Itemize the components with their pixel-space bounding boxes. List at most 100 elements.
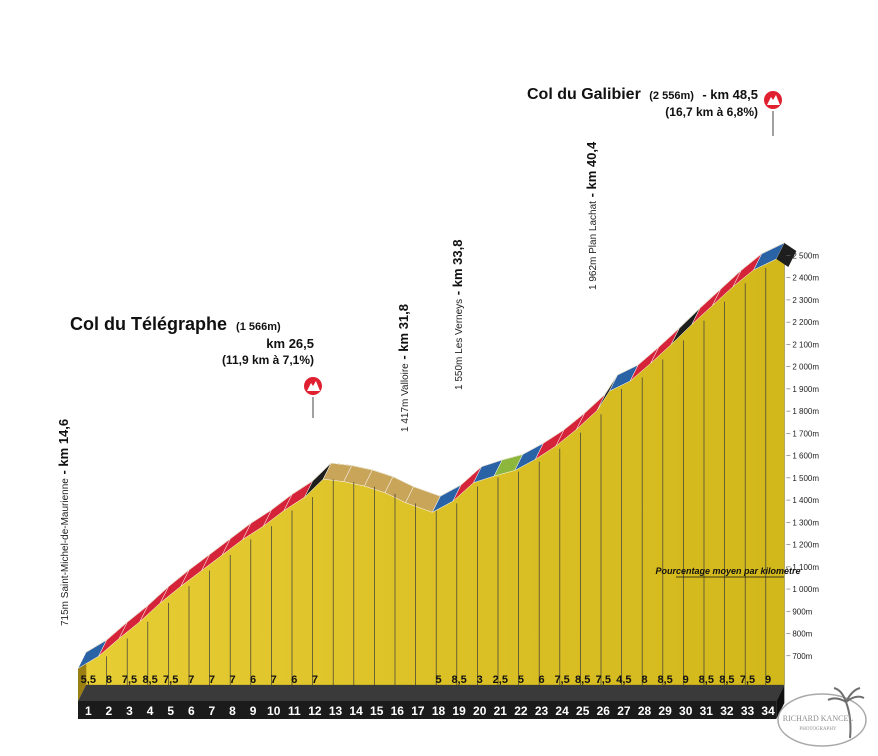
km-label: 18 [432, 704, 446, 718]
km-label: 19 [452, 704, 466, 718]
altitude-tick-label: 2 500m [792, 251, 819, 260]
waypoint-plan-lachat: 1 962m Plan Lachat - km 40,4 [584, 141, 599, 290]
altitude-tick-label: 1 100m [792, 563, 819, 572]
gradient-label: 9 [765, 674, 771, 686]
km-label: 15 [370, 704, 384, 718]
altitude-tick-label: 1 200m [792, 541, 819, 550]
km-label: 25 [576, 704, 590, 718]
km-label: 8 [229, 704, 236, 718]
summit-telegraphe-km: km 26,5 [266, 336, 314, 351]
svg-text:Col du Galibier (2 556m): Col du Galibier (2 556m) - km 48,5 [527, 86, 758, 103]
summit-telegraphe-stats: (11,9 km à 7,1%) [222, 353, 314, 367]
gradient-label: 7,5 [596, 674, 611, 686]
summit-galibier-alt: (2 556m) [649, 90, 694, 102]
altitude-tick-label: 2 000m [792, 363, 819, 372]
gradient-label: 8,5 [657, 674, 672, 686]
altitude-tick-label: 1 700m [792, 429, 819, 438]
gradient-label: 5 [518, 674, 524, 686]
km-label: 34 [761, 704, 775, 718]
gradient-label: 7,5 [554, 674, 569, 686]
summit-telegraphe-name: Col du Télégraphe [70, 314, 227, 334]
altitude-tick-label: 2 200m [792, 318, 819, 327]
gradient-label: 7 [312, 674, 318, 686]
summit-galibier: Col du Galibier (2 556m) - km 48,5 (16,7… [527, 86, 784, 136]
gradient-label: 5,5 [81, 674, 96, 686]
km-label: 31 [700, 704, 714, 718]
summit-marker-icon [302, 375, 324, 418]
km-label: 10 [267, 704, 281, 718]
km-label: 3 [126, 704, 133, 718]
km-label: 14 [349, 704, 363, 718]
km-label: 20 [473, 704, 487, 718]
watermark-name: RICHARD KANCEL [783, 714, 854, 723]
altitude-tick-label: 1 300m [792, 518, 819, 527]
summit-marker-icon [762, 89, 784, 136]
altitude-tick-label: 2 400m [792, 274, 819, 283]
gradient-label: 8 [641, 674, 647, 686]
summit-galibier-stats: (16,7 km à 6,8%) [665, 105, 758, 119]
km-label: 16 [391, 704, 405, 718]
km-label: 12 [308, 704, 322, 718]
altitude-tick-label: 2 100m [792, 340, 819, 349]
gradient-label: 7,5 [740, 674, 755, 686]
gradient-label: 8,5 [575, 674, 590, 686]
gradient-note: Pourcentage moyen par kilomètre [655, 566, 800, 576]
gradient-label: 8,5 [142, 674, 157, 686]
gradient-label: 4,5 [616, 674, 631, 686]
gradient-label: 7,5 [122, 674, 137, 686]
gradient-label: 6 [291, 674, 297, 686]
gradient-label: 2,5 [493, 674, 508, 686]
altitude-tick-label: 1 800m [792, 407, 819, 416]
km-label: 9 [250, 704, 257, 718]
altitude-tick-label: 1 400m [792, 496, 819, 505]
km-label: 33 [741, 704, 755, 718]
gradient-segments [77, 242, 797, 670]
summit-telegraphe-alt: (1 566m) [236, 321, 281, 333]
km-label: 1 [85, 704, 92, 718]
gradient-label: 7 [229, 674, 235, 686]
km-label: 11 [288, 704, 301, 718]
km-label: 6 [188, 704, 195, 718]
summit-galibier-km: - km 48,5 [702, 87, 758, 102]
photographer-watermark: RICHARD KANCEL PHOTOGRAPHY [777, 687, 867, 747]
km-label: 24 [555, 704, 569, 718]
gradient-label: 8,5 [699, 674, 714, 686]
altitude-axis: 700m 800m 900m 1 000m 1 100m 1 200m 1 300m 1 40… [786, 251, 819, 661]
waypoint-saint-michel: 715m Saint-Michel-de-Maurienne - km 14,6 [56, 419, 71, 626]
gradient-label: 7 [188, 674, 194, 686]
gradient-label: 6 [538, 674, 544, 686]
base-side [776, 685, 785, 719]
gradient-label: 7 [271, 674, 277, 686]
altitude-tick-label: 900m [792, 607, 812, 616]
km-label: 17 [411, 704, 425, 718]
terrain-area [78, 242, 785, 701]
base-top [78, 685, 785, 701]
gradient-label: 6 [250, 674, 256, 686]
waypoint-valloire: 1 417m Valloire - km 31,8 [396, 304, 411, 432]
km-label: 2 [106, 704, 113, 718]
summit-galibier-name: Col du Galibier [527, 86, 641, 103]
km-label: 13 [329, 704, 343, 718]
km-label: 27 [617, 704, 631, 718]
altitude-tick-label: 1 500m [792, 474, 819, 483]
waypoint-les-verneys: 1 550m Les Verneys - km 33,8 [450, 240, 465, 390]
km-label: 23 [535, 704, 549, 718]
km-label: 4 [147, 704, 154, 718]
altitude-tick-label: 1 600m [792, 452, 819, 461]
gradient-label: 7,5 [163, 674, 178, 686]
altitude-tick-label: 2 300m [792, 296, 819, 305]
km-label: 30 [679, 704, 693, 718]
gradient-label: 3 [477, 674, 483, 686]
gradient-label: 7 [209, 674, 215, 686]
km-base-bar: 1 2 3 4 5 6 7 8 9 10 11 12 13 14 15 16 17 18 19 20 21 22 23 24 2… [78, 685, 785, 719]
gradient-label: 9 [683, 674, 689, 686]
terrain-shade [86, 242, 785, 685]
watermark-sub: PHOTOGRAPHY [799, 727, 837, 732]
altitude-tick-label: 800m [792, 630, 812, 639]
altitude-tick-label: 1 900m [792, 385, 819, 394]
km-label: 5 [167, 704, 174, 718]
km-label: 29 [658, 704, 672, 718]
gradient-label: 8,5 [719, 674, 734, 686]
svg-text:Col du Télégraphe (1 566: Col du Télégraphe (1 566m) [70, 314, 281, 334]
